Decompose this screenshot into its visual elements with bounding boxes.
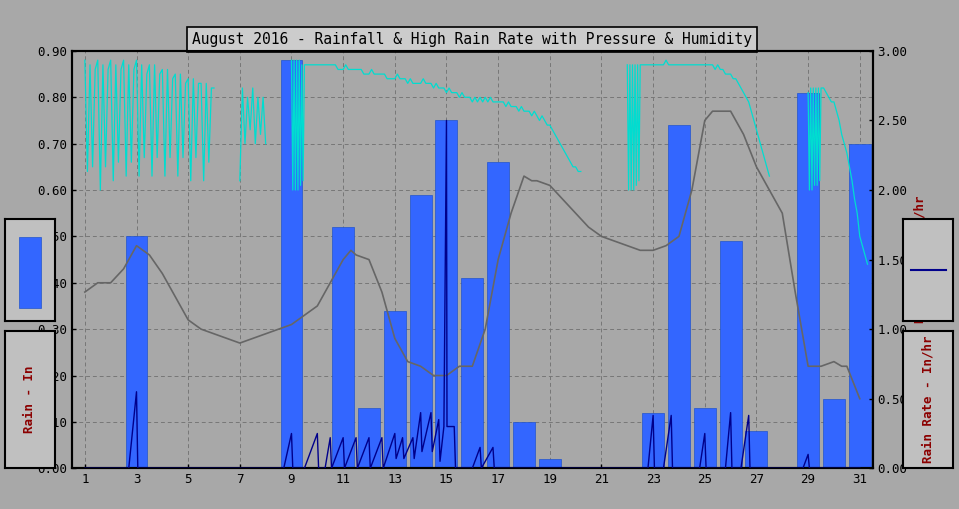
Bar [332,227,354,468]
Bar [487,162,509,468]
Bar [435,121,457,468]
Bar [409,194,432,468]
Bar [823,399,845,468]
Bar [797,93,819,468]
Bar [668,125,690,468]
Bar [18,237,41,308]
Text: Rain Rate - In/hr: Rain Rate - In/hr [922,336,935,463]
Y-axis label: Rain Rate - In/hr: Rain Rate - In/hr [913,196,926,323]
Title: August 2016 - Rainfall & High Rain Rate with Pressure & Humidity: August 2016 - Rainfall & High Rain Rate … [193,32,752,47]
Y-axis label: Rain - In: Rain - In [18,226,32,293]
Bar [384,310,406,468]
Bar [539,459,561,468]
Bar [461,278,483,468]
Bar [513,422,535,468]
Bar [745,431,767,468]
Bar [643,413,664,468]
Bar [358,408,380,468]
Bar [719,241,741,468]
Text: Rain - In: Rain - In [23,366,36,433]
Bar [281,60,302,468]
Bar [126,236,148,468]
Bar [849,144,871,468]
Bar [693,408,715,468]
